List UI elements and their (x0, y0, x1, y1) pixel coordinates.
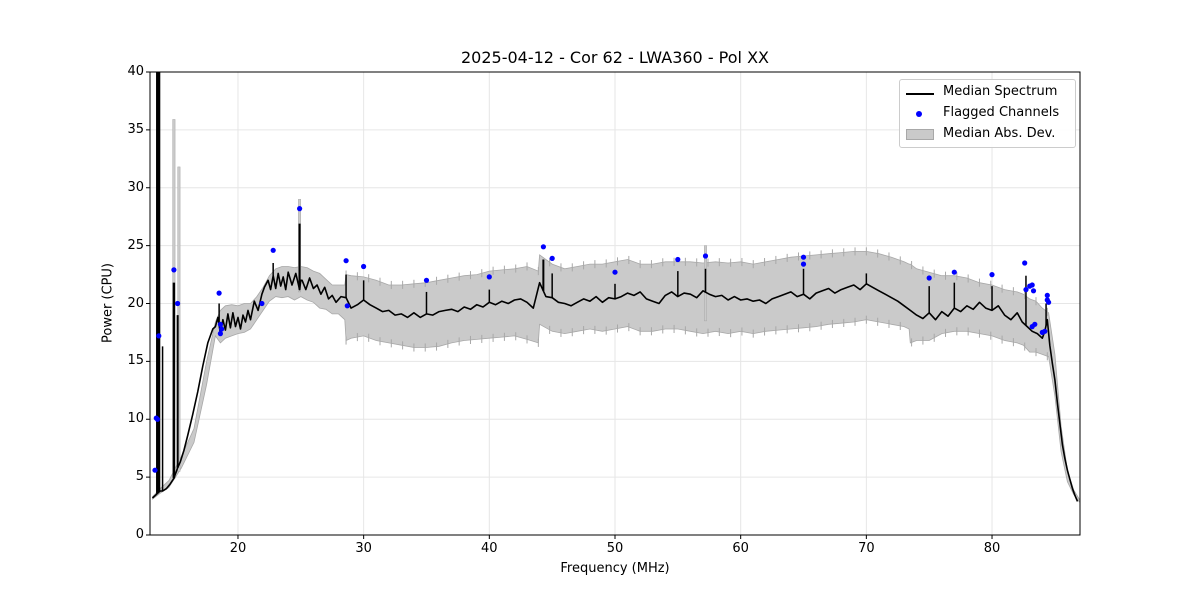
x-tick-label: 20 (229, 541, 247, 556)
y-tick-label: 30 (127, 179, 144, 195)
x-tick-label: 30 (355, 541, 372, 556)
flagged-channel-point (219, 326, 225, 332)
flagged-channel-point (926, 275, 932, 281)
mad-band-area (152, 251, 1080, 504)
y-tick-label: 35 (127, 121, 144, 137)
flagged-channel-point (800, 261, 807, 267)
flagged-channel-point (217, 321, 223, 327)
flagged-channel-point (343, 258, 349, 264)
flagged-channels (152, 206, 1052, 473)
flagged-channel-point (1029, 282, 1035, 288)
legend-item-flagged: Flagged Channels (900, 104, 1075, 124)
flagged-channel-point (989, 272, 995, 278)
flagged-channel-point (1046, 299, 1052, 305)
flagged-channel-point (175, 300, 181, 307)
legend-patch-swatch (906, 129, 934, 140)
flagged-channel-point (344, 303, 350, 309)
mad-band (152, 119, 1080, 504)
flagged-channel-point (361, 263, 367, 270)
x-tick-label: 50 (606, 541, 624, 556)
flagged-channel-point (702, 253, 709, 259)
y-tick-label: 20 (127, 295, 144, 311)
flagged-channel-point (171, 267, 177, 273)
median-spectrum-line (151, 271, 1079, 502)
y-tick-label: 40 (127, 64, 144, 79)
flagged-channel-point (297, 206, 303, 212)
flagged-channel-point (1029, 324, 1035, 330)
flagged-channel-point (270, 247, 276, 253)
flagged-channel-point (1042, 328, 1048, 334)
plot-frame (149, 71, 1081, 536)
legend-item-median: Median Spectrum (900, 83, 1075, 103)
flagged-channel-point (800, 254, 807, 260)
flagged-channel-point (612, 269, 618, 275)
flagged-channel-point (156, 333, 162, 339)
y-tick-label: 0 (135, 527, 144, 542)
flagged-channel-point (540, 244, 547, 250)
x-axis-label: Frequency (MHz) (560, 561, 670, 576)
legend-label-flagged: Flagged Channels (943, 105, 1060, 120)
y-tick-label: 5 (135, 469, 144, 485)
flagged-channel-point (675, 256, 681, 263)
x-tick-label: 70 (858, 541, 875, 556)
y-tick-label: 15 (127, 353, 144, 369)
flagged-channel-point (1023, 287, 1029, 293)
flagged-channel-point (152, 467, 158, 473)
flagged-channel-point (259, 300, 265, 307)
x-tick-label: 40 (481, 541, 498, 556)
y-tick-label: 10 (127, 411, 144, 427)
legend: Median Spectrum Flagged Channels Median … (899, 79, 1076, 148)
flagged-channel-point (1030, 288, 1037, 294)
x-tick-label: 60 (732, 541, 749, 556)
legend-label-median: Median Spectrum (943, 84, 1058, 99)
flagged-channel-point (217, 331, 223, 337)
y-tick-label: 25 (127, 237, 144, 253)
legend-line-swatch (906, 93, 934, 95)
flagged-channel-point (549, 255, 555, 261)
legend-dot-swatch (916, 111, 922, 117)
legend-label-mad: Median Abs. Dev. (943, 126, 1056, 141)
chart-title: 2025-04-12 - Cor 62 - LWA360 - Pol XX (461, 48, 769, 67)
flagged-channel-point (154, 416, 161, 422)
flagged-channel-point (216, 290, 222, 296)
legend-item-mad: Median Abs. Dev. (900, 125, 1075, 145)
flagged-channel-point (951, 269, 957, 275)
median-spectrum (151, 72, 1079, 502)
axes-frame (146, 71, 1081, 539)
flagged-channel-point (1022, 260, 1028, 266)
x-tick-label: 80 (983, 541, 1001, 556)
flagged-channel-point (423, 277, 430, 283)
flagged-channel-point (1044, 292, 1050, 298)
flagged-channel-point (486, 274, 492, 280)
